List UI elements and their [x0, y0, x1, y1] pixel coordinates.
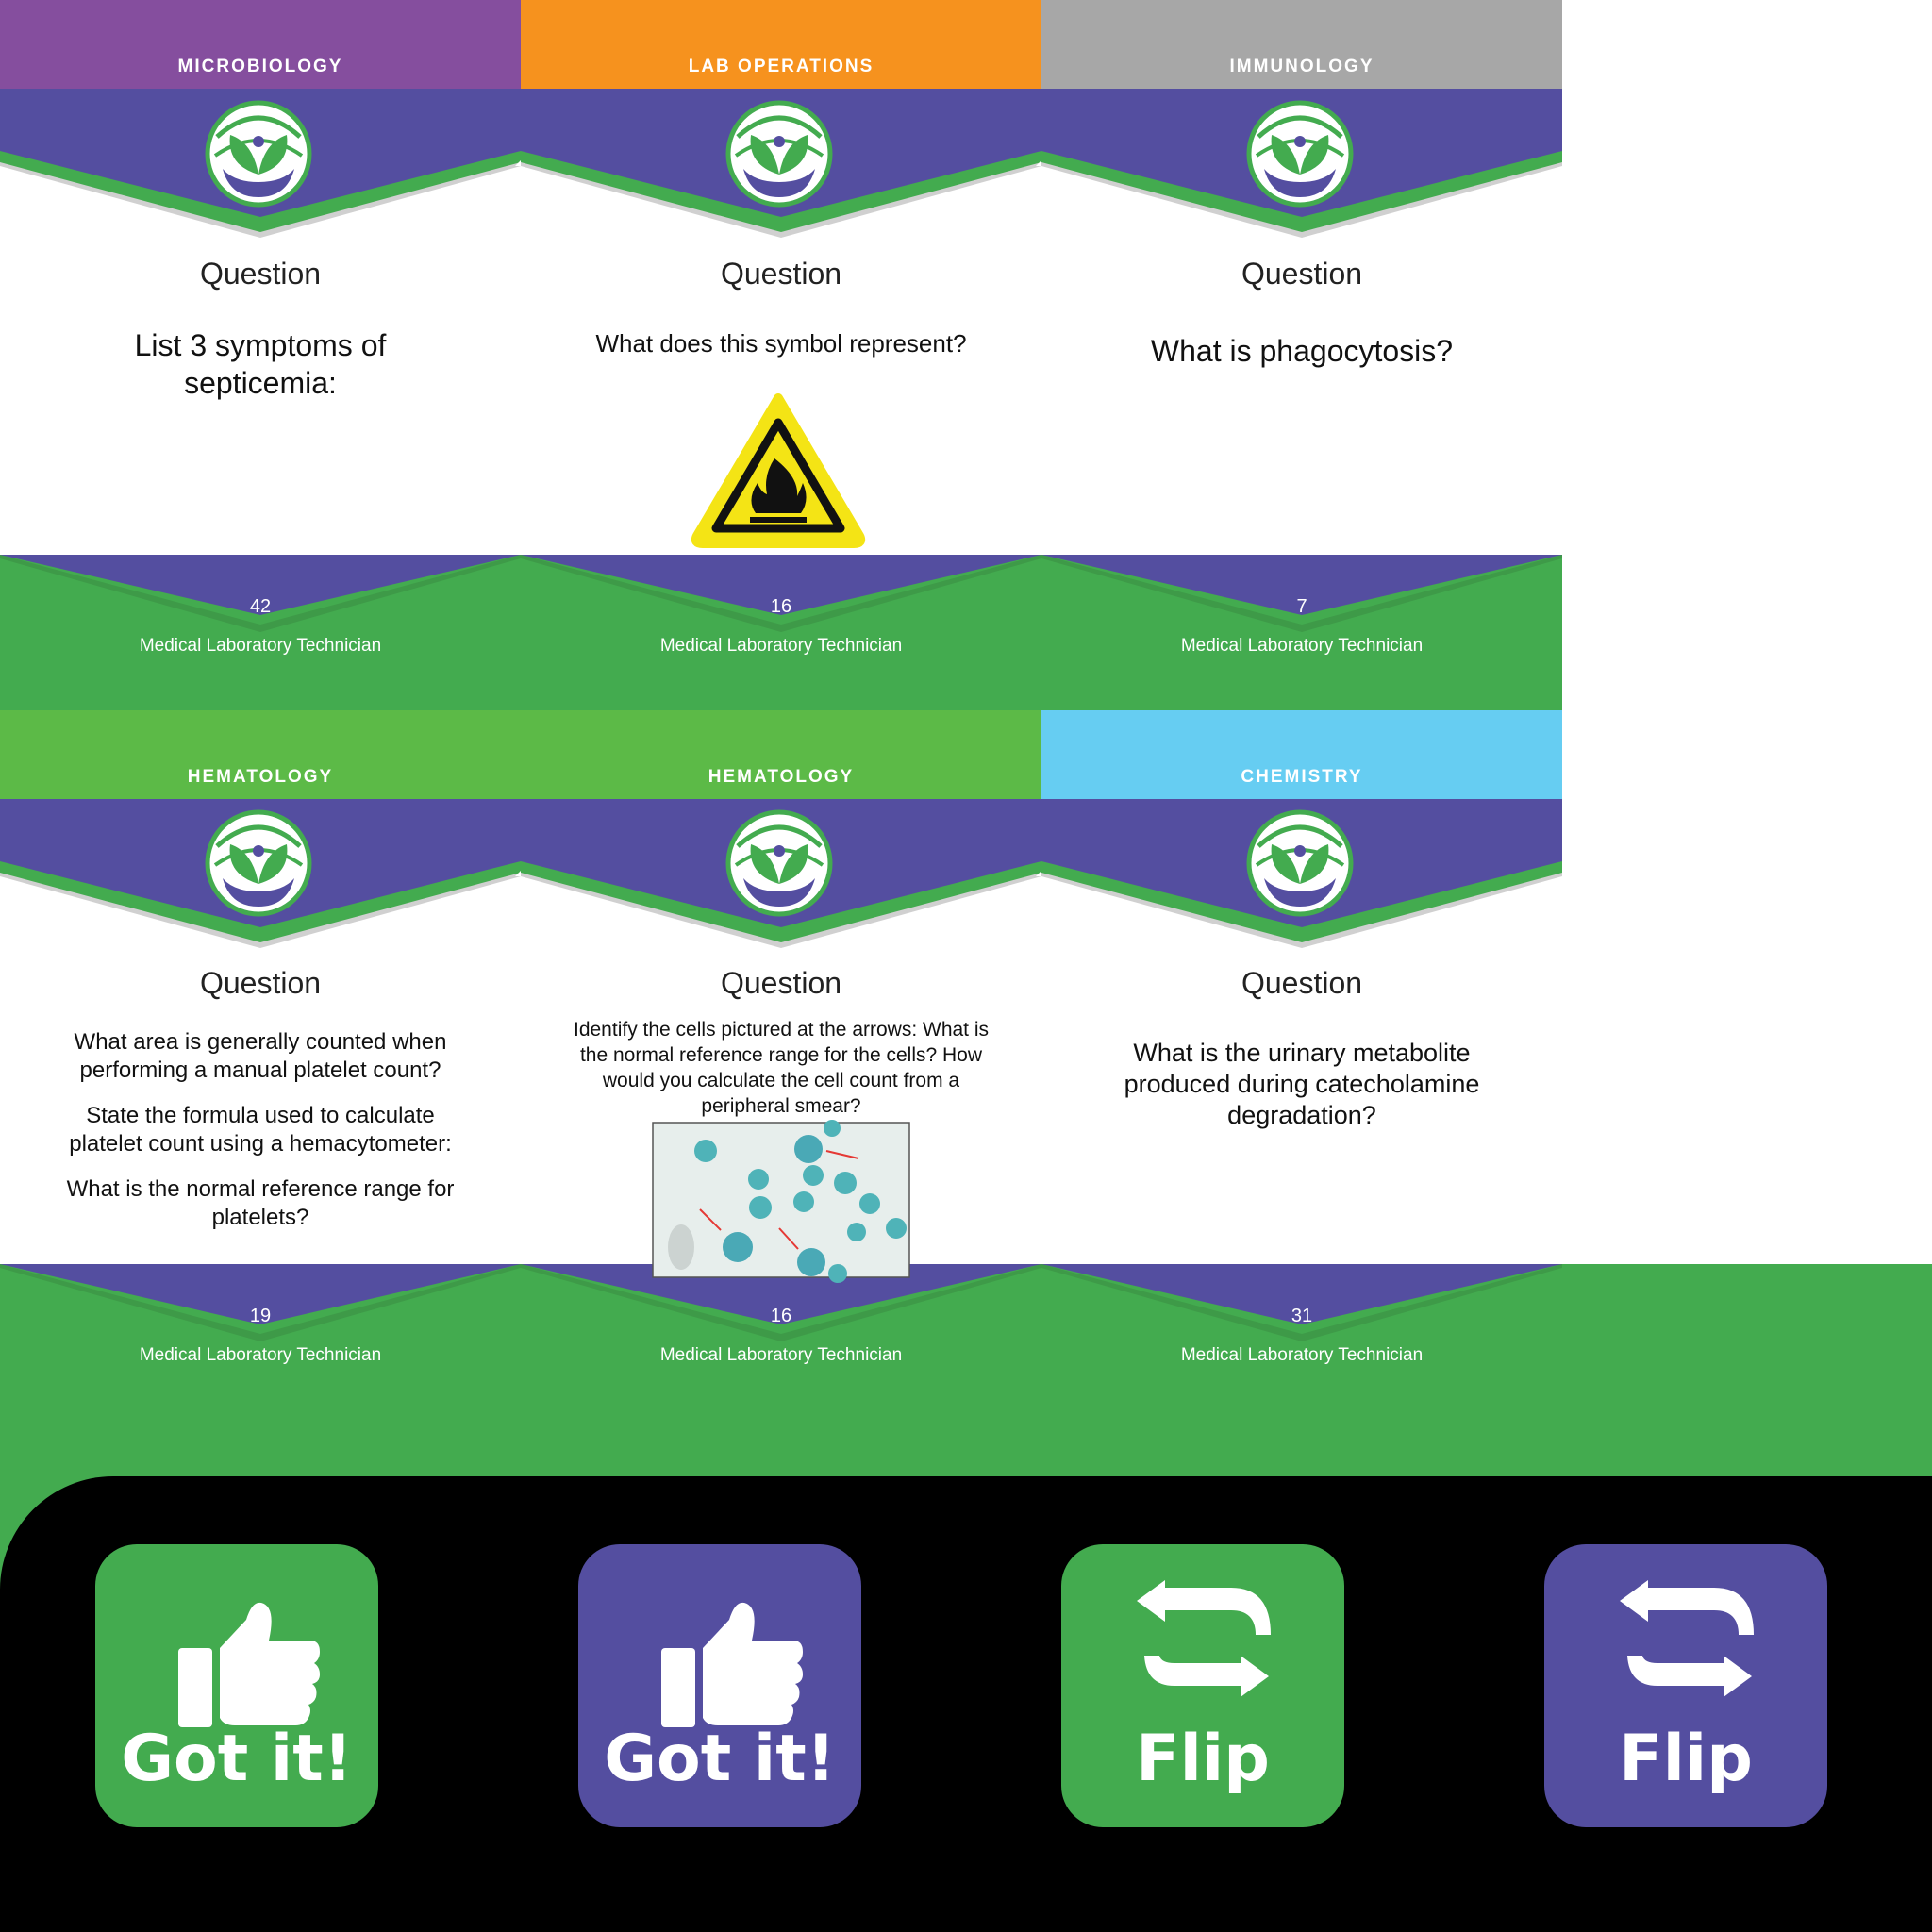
question-text: What does this symbol represent? — [521, 328, 1041, 375]
question-line: List 3 symptoms of septicemia: — [134, 328, 387, 400]
card-heading: Question — [199, 966, 322, 1000]
card-heading: Question — [1241, 966, 1363, 1000]
got-it-button[interactable]: Got it! — [578, 1544, 861, 1827]
category-banner-immunology: IMMUNOLOGY — [1041, 0, 1562, 89]
card-heading: Question — [199, 257, 322, 291]
card-heading: Question — [1241, 257, 1363, 291]
card-number: 31 — [1291, 1306, 1313, 1326]
flip-button[interactable]: Flip — [1061, 1544, 1344, 1827]
question-text: List 3 symptoms of septicemia: — [94, 326, 426, 419]
category-label: LAB OPERATIONS — [688, 57, 874, 76]
thumbs-up-icon — [661, 1602, 803, 1727]
card-number: 42 — [249, 596, 272, 617]
button-label: Got it! — [604, 1722, 836, 1796]
card-number: 16 — [770, 596, 792, 617]
card-footer-label: Medical Laboratory Technician — [1180, 1345, 1424, 1365]
button-label: Flip — [1136, 1722, 1270, 1796]
question-line: State the formula used to calculate plat… — [69, 1103, 452, 1157]
card-heading: Question — [720, 966, 842, 1000]
card-number: 19 — [249, 1306, 272, 1326]
logo-icon — [1249, 103, 1351, 205]
question-line: What area is generally counted when perf… — [74, 1029, 447, 1083]
got-it-button[interactable]: Got it! — [95, 1544, 378, 1827]
card-number: 7 — [1296, 596, 1307, 617]
logo-icon — [208, 812, 309, 914]
blood-smear-micrograph — [652, 1120, 910, 1283]
question-text: What is the urinary metabolite produced … — [1104, 1038, 1500, 1148]
category-banner-chemistry: CHEMISTRY — [1041, 710, 1562, 799]
question-text: Identify the cells pictured at the arrow… — [562, 1017, 1000, 1136]
logo-icon — [1249, 812, 1351, 914]
question-line: What is the urinary metabolite produced … — [1124, 1039, 1480, 1129]
question-text: What is phagocytosis? — [1041, 332, 1562, 387]
card-number: 16 — [770, 1306, 792, 1326]
category-label: HEMATOLOGY — [708, 767, 855, 787]
button-label: Flip — [1619, 1722, 1753, 1796]
card-footer-label: Medical Laboratory Technician — [1180, 636, 1424, 656]
logo-icon — [728, 812, 830, 914]
flip-button[interactable]: Flip — [1544, 1544, 1827, 1827]
question-text: What area is generally counted when perf… — [49, 1028, 472, 1249]
category-label: MICROBIOLOGY — [177, 57, 343, 76]
category-label: CHEMISTRY — [1241, 767, 1363, 787]
flammable-hazard-icon — [691, 393, 866, 548]
question-line: What is phagocytosis? — [1150, 334, 1454, 368]
logo-icon — [728, 103, 830, 205]
card-heading: Question — [720, 257, 842, 291]
flip-arrows-icon — [1137, 1580, 1271, 1697]
category-label: HEMATOLOGY — [187, 767, 334, 787]
thumbs-up-icon — [178, 1602, 320, 1727]
category-banner-hematology: HEMATOLOGY — [521, 710, 1041, 799]
category-banner-lab-operations: LAB OPERATIONS — [521, 0, 1041, 89]
card-footer-label: Medical Laboratory Technician — [139, 636, 382, 656]
category-banner-hematology: HEMATOLOGY — [0, 710, 521, 799]
card-footer-label: Medical Laboratory Technician — [659, 1345, 903, 1365]
button-label: Got it! — [121, 1722, 353, 1796]
card-footer-label: Medical Laboratory Technician — [139, 1345, 382, 1365]
category-banner-microbiology: MICROBIOLOGY — [0, 0, 521, 89]
flip-arrows-icon — [1620, 1580, 1754, 1697]
logo-icon — [208, 103, 309, 205]
category-label: IMMUNOLOGY — [1229, 57, 1374, 76]
question-line: Identify the cells pictured at the arrow… — [573, 1019, 990, 1117]
question-line: What does this symbol represent? — [595, 329, 967, 358]
card-decorations — [0, 89, 1562, 1341]
card-footer-label: Medical Laboratory Technician — [659, 636, 903, 656]
question-line: What is the normal reference range for p… — [66, 1176, 455, 1230]
